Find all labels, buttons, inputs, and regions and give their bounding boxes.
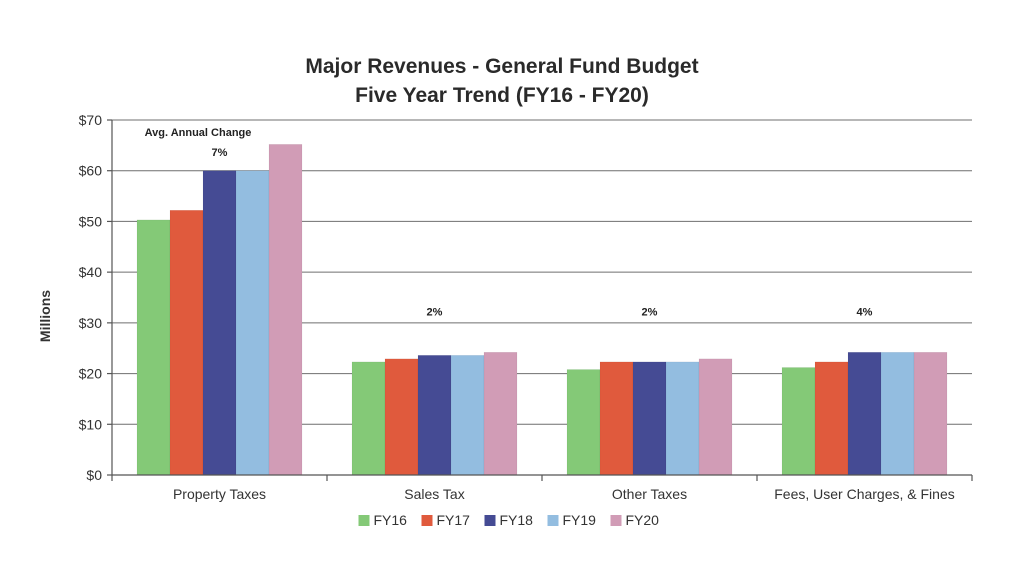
bar-fy16-3 [566, 369, 601, 476]
y-tick-label: $70 [79, 112, 103, 128]
y-tick-label: $50 [79, 213, 103, 229]
annotation-value: 4% [857, 306, 873, 318]
y-tick-label: $40 [79, 264, 103, 280]
legend-label-fy18: FY18 [500, 512, 534, 528]
annotation-value: 7% [212, 147, 228, 159]
bars [136, 144, 948, 476]
bar-fy20-4 [913, 352, 948, 476]
bar-fy20-3 [698, 358, 733, 476]
x-category-label: Property Taxes [173, 486, 266, 502]
y-axis-label: Millions [37, 290, 53, 342]
annotation-header: Avg. Annual Change [145, 127, 252, 139]
legend-swatch-fy18 [484, 515, 496, 526]
annotations: 7% 2% 2% 4% [212, 147, 873, 318]
bar-fy18-2 [417, 355, 452, 476]
bar-fy16-2 [351, 361, 386, 476]
y-tick-label: $10 [79, 416, 103, 432]
x-category-label: Sales Tax [404, 486, 464, 502]
y-tick-label: $30 [79, 315, 103, 331]
bar-fy17-1 [169, 210, 204, 476]
bar-fy17-4 [814, 361, 849, 476]
legend-label-fy16: FY16 [374, 512, 408, 528]
axes: $0 $10 $20 $30 $40 $50 $60 $70 Property Taxes Sal… [79, 112, 973, 502]
bar-fy17-3 [599, 361, 634, 476]
bar-fy18-4 [847, 352, 882, 476]
bar-fy18-3 [632, 361, 667, 476]
legend-swatch-fy20 [610, 515, 622, 526]
bar-fy17-2 [384, 358, 419, 476]
bar-fy20-1 [268, 144, 303, 476]
chart-title: Major Revenues - General Fund Budget [305, 55, 698, 78]
legend-label-fy17: FY17 [437, 512, 471, 528]
bar-fy16-4 [781, 367, 816, 476]
legend-label-fy20: FY20 [626, 512, 660, 528]
bar-fy19-3 [665, 361, 700, 476]
bar-fy19-4 [880, 352, 915, 476]
chart-subtitle: Five Year Trend (FY16 - FY20) [355, 84, 649, 107]
annotation-value: 2% [427, 306, 443, 318]
bar-fy16-1 [136, 219, 171, 476]
bar-fy20-2 [483, 352, 518, 476]
annotation-value: 2% [642, 306, 658, 318]
legend-swatch-fy19 [547, 515, 559, 526]
bar-fy19-2 [450, 355, 485, 476]
x-category-label: Other Taxes [612, 486, 687, 502]
legend-swatch-fy17 [421, 515, 433, 526]
legend: FY16 FY17 FY18 FY19 FY20 [358, 512, 660, 528]
bar-fy18-1 [202, 170, 237, 476]
y-tick-label: $20 [79, 366, 103, 382]
y-tick-label: $0 [86, 467, 102, 483]
legend-label-fy19: FY19 [563, 512, 597, 528]
x-category-label: Fees, User Charges, & Fines [774, 486, 955, 502]
y-tick-label: $60 [79, 163, 103, 179]
legend-swatch-fy16 [358, 515, 370, 526]
bar-fy19-1 [235, 170, 270, 476]
